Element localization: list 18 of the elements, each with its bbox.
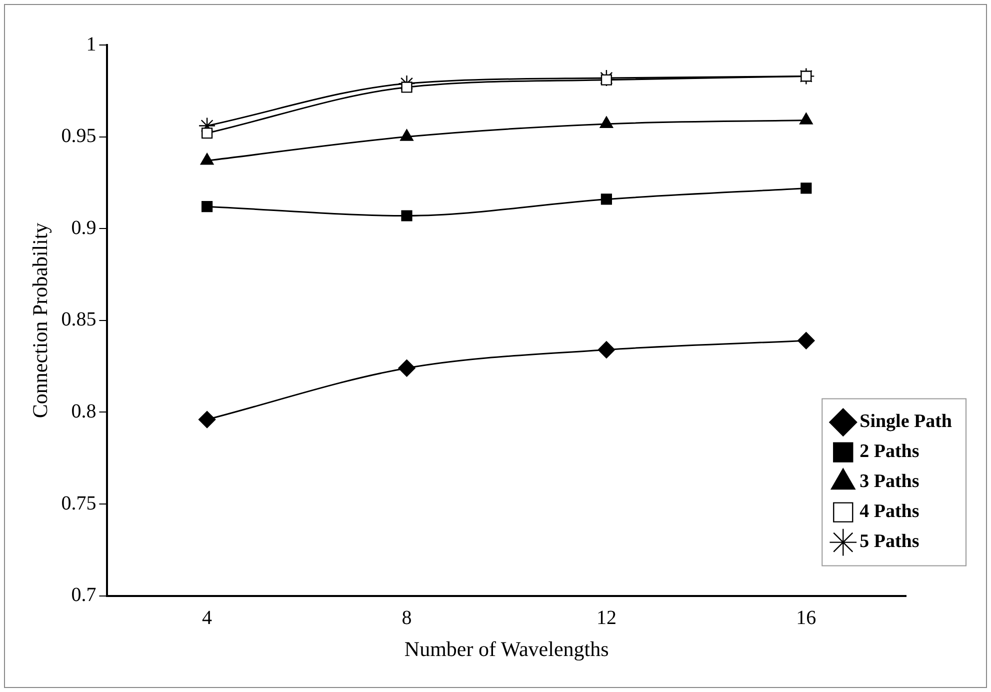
x-axis-title: Number of Wavelengths	[404, 636, 609, 661]
legend-label: 2 Paths	[860, 441, 920, 462]
y-tick-label: 0.95	[61, 125, 96, 148]
legend-label: Single Path	[860, 411, 952, 432]
y-tick-label: 0.85	[61, 308, 96, 331]
legend-label: 5 Paths	[860, 531, 920, 552]
x-tick-label: 8	[402, 607, 412, 630]
y-tick-label: 0.75	[61, 492, 96, 514]
x-tick-label: 12	[596, 607, 616, 630]
x-tick-label: 4	[202, 607, 212, 630]
y-axis-title: Connection Probability	[28, 222, 52, 418]
y-tick-label: 0.7	[71, 584, 96, 606]
y-tick-label: 0.9	[71, 216, 96, 239]
y-tick-label: 1	[86, 33, 96, 56]
legend-label: 3 Paths	[860, 471, 920, 492]
y-tick-label: 0.8	[71, 400, 96, 422]
x-tick-label: 16	[796, 607, 816, 630]
legend-label: 4 Paths	[860, 501, 920, 522]
